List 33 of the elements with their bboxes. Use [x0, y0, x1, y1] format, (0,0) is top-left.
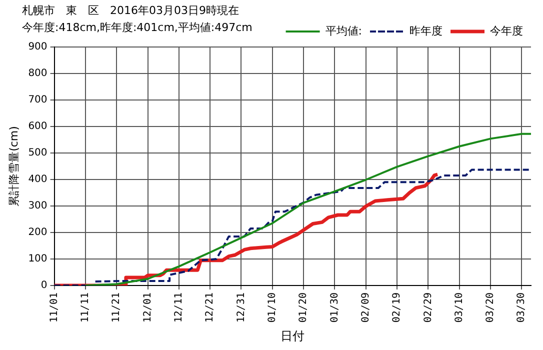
y-tick-label: 100: [28, 254, 48, 265]
x-tick-label: 02/29: [422, 292, 434, 323]
y-tick-label: 700: [28, 94, 48, 106]
x-axis-title: 日付: [280, 328, 305, 343]
y-tick-label: 900: [28, 42, 48, 53]
x-tick-label: 11/01: [48, 292, 60, 323]
legend-label: 平均値:: [325, 24, 362, 38]
x-tick-label: 01/20: [298, 292, 310, 323]
y-tick-label: 300: [28, 200, 48, 212]
x-tick-label: 03/20: [485, 292, 496, 323]
chart-subtitle: 今年度:418cm,昨年度:401cm,平均値:497cm: [22, 20, 252, 36]
x-tick-label: 01/30: [329, 292, 340, 323]
x-tick-label: 11/21: [111, 292, 122, 323]
y-tick-label: 600: [28, 121, 48, 132]
y-tick-label: 400: [28, 174, 48, 186]
y-tick-label: 500: [28, 148, 48, 159]
y-tick-label: 800: [28, 68, 48, 80]
x-tick-label: 02/09: [360, 292, 372, 323]
y-tick-label: 0: [40, 280, 48, 292]
x-tick-label: 01/10: [266, 292, 278, 323]
y-tick-label: 200: [28, 227, 48, 238]
x-tick-label: 12/01: [142, 292, 154, 323]
chart-title: 札幌市 東 区 2016年03月03日9時現在: [22, 3, 240, 19]
legend-label: 昨年度: [410, 24, 442, 38]
x-tick-label: 12/31: [236, 292, 247, 323]
y-axis-title: 累計降雪量(cm): [7, 126, 20, 206]
x-tick-label: 12/21: [204, 292, 216, 323]
x-tick-label: 12/11: [174, 292, 185, 323]
x-tick-label: 03/10: [454, 292, 465, 323]
x-tick-label: 11/11: [80, 292, 92, 323]
x-tick-label: 02/19: [392, 292, 403, 323]
x-tick-label: 03/30: [516, 292, 528, 323]
legend-label: 今年度: [490, 24, 523, 38]
